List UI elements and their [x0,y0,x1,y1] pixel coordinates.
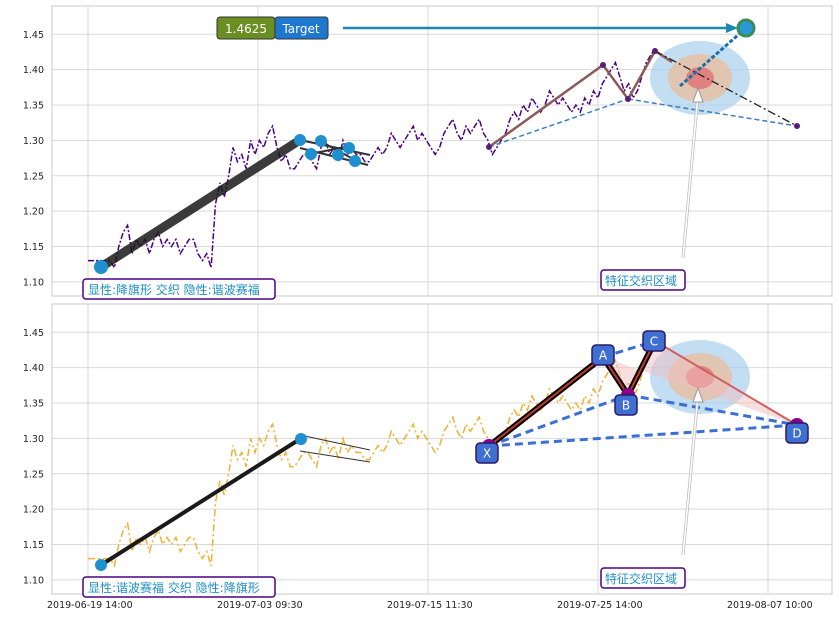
bottom-y-tick-label: 1.20 [23,505,44,516]
point-label-x: X [475,442,499,464]
x-tick-label: 2019-08-07 10:00 [727,600,813,611]
point-label-d: D [785,422,809,444]
target-projection [679,26,747,88]
top-y-tick-label: 1.20 [23,207,44,218]
bottom-y-tick-label: 1.40 [23,363,44,374]
top-y-tick-label: 1.35 [23,101,44,112]
svg-text:D: D [792,427,801,441]
top-price-line [88,48,656,270]
point-label-a: A [591,344,615,366]
bottom-flag-pole [99,437,302,567]
bottom-flag-point-end [295,433,307,445]
bottom-y-tick-label: 1.35 [23,399,44,410]
point-label-c: C [642,330,666,352]
top-y-tick-label: 1.40 [23,65,44,76]
svg-text:A: A [599,349,608,363]
top-pattern-dots [486,48,800,150]
bottom-pattern-cd [654,340,798,426]
bottom-y-tick-label: 1.25 [23,469,44,480]
top-left-label-box: 显性:降旗形 交织 隐性:谐波赛福 [82,278,276,300]
svg-text:C: C [650,335,658,349]
svg-text:X: X [483,447,491,461]
bottom-flag-lines [299,434,371,463]
bottom-y-tick-label: 1.30 [23,434,44,445]
top-y-ticks: 1.10 1.15 1.20 1.25 1.30 1.35 1.40 1.45 [23,30,44,289]
target-point [736,18,756,38]
target-badge: 1.4625 Target [216,16,329,40]
top-left-label: 显性:降旗形 交织 隐性:谐波赛福 [88,282,260,297]
top-zone-label-box: 特征交织区域 [600,269,686,291]
target-value: 1.4625 [225,22,267,36]
xabcd-labels: X A B C D [475,330,809,464]
top-y-tick-label: 1.30 [23,136,44,147]
bottom-price-line [88,346,656,568]
svg-text:B: B [622,399,630,413]
bottom-zone-label-box: 特征交织区域 [600,567,686,589]
bottom-left-label: 显性:谐波赛福 交织 隐性:降旗形 [88,580,260,595]
top-grid [52,6,832,296]
top-flag-pole [98,136,303,271]
x-tick-label: 2019-07-25 14:00 [557,600,643,611]
x-tick-label: 2019-07-15 11:30 [387,600,473,611]
bottom-zone-label: 特征交织区域 [605,571,677,586]
top-y-tick-label: 1.15 [23,242,44,253]
target-label: Target [281,22,319,36]
bottom-y-tick-label: 1.15 [23,540,44,551]
x-tick-label: 2019-06-19 14:00 [47,600,133,611]
bottom-y-tick-label: 1.10 [23,575,44,586]
point-label-b: B [614,394,638,416]
top-y-tick-label: 1.25 [23,171,44,182]
bottom-y-ticks: 1.10 1.15 1.20 1.25 1.30 1.35 1.40 1.45 [23,328,44,587]
top-y-tick-label: 1.10 [23,277,44,288]
top-flag-points [94,134,361,274]
top-dashdot-line [654,50,798,127]
bottom-pattern-fill [603,341,797,425]
x-tick-label: 2019-07-03 09:30 [217,600,303,611]
top-y-tick-label: 1.45 [23,30,44,41]
bottom-left-label-box: 显性:谐波赛福 交织 隐性:降旗形 [82,576,276,598]
target-arrow-head [726,23,738,33]
top-pattern-dashed [488,98,798,148]
x-tick-labels: 2019-06-19 14:00 2019-07-03 09:30 2019-07-… [47,600,813,611]
top-zone-label: 特征交织区域 [605,273,677,288]
bottom-flag-point-start [95,559,107,571]
bottom-y-tick-label: 1.45 [23,328,44,339]
top-feature-zone [650,41,750,115]
